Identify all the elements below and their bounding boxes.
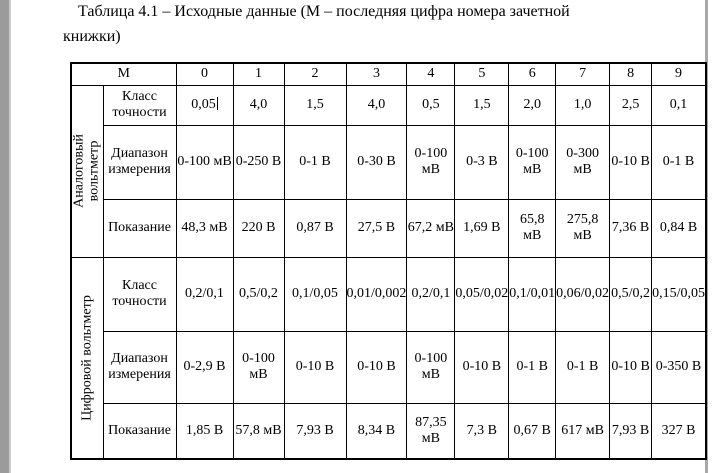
- section-cell-digital: Цифровой вольтметр: [70, 256, 104, 460]
- value-cell-s1-r0-m2: 0,1/0,05: [283, 256, 347, 332]
- table-caption-line1: Таблица 4.1 – Исходные данные (М – после…: [78, 3, 570, 20]
- value-cell-s0-r2-m8: 7,36 В: [609, 198, 653, 258]
- value-cell-s0-r1-m3: 0-30 В: [345, 124, 408, 200]
- value-cell-s0-r0-m7: 1,0: [555, 84, 611, 126]
- value-cell-s0-r2-m5: 1,69 В: [454, 198, 510, 258]
- row-label-reading-digital: Показание: [102, 402, 177, 460]
- value-cell-s1-r2-m0: 1,85 В: [175, 402, 234, 460]
- value-cell-s0-r1-m5: 0-3 В: [454, 124, 510, 200]
- row-label-measurement-range-digital: Диапазон измерения: [102, 330, 177, 404]
- value-cell-s0-r1-m0: 0-100 мВ: [175, 124, 234, 200]
- header-col-0: 0: [175, 62, 234, 86]
- value-cell-s0-r1-m4: 0-100 мВ: [406, 124, 456, 200]
- value-cell-s1-r2-m9: 327 В: [651, 402, 707, 460]
- value-cell-s0-r1-m9: 0-1 В: [651, 124, 707, 200]
- table-row: Показание 1,85 В 57,8 мВ 7,93 В 8,34 В 87,35…: [71, 402, 707, 460]
- value-cell-s1-r1-m6: 0-1 В: [508, 330, 557, 404]
- value-cell-s1-r1-m9: 0-350 В: [651, 330, 707, 404]
- header-col-1: 1: [232, 62, 285, 86]
- value-cell-s0-r0-m6: 2,0: [508, 84, 557, 126]
- value-cell-s1-r1-m4: 0-100 мВ: [406, 330, 456, 404]
- text-cursor: [216, 97, 218, 111]
- value-cell-s1-r2-m4: 87,35 мВ: [406, 402, 456, 460]
- value-cell-s1-r0-m6: 0,1/0,01: [508, 256, 557, 332]
- value-cell-s0-r1-m2: 0-1 В: [283, 124, 347, 200]
- header-col-3: 3: [345, 62, 408, 86]
- section-label-digital-voltmeter: Цифровой вольтметр: [79, 294, 95, 421]
- row-label-reading-analog: Показание: [102, 198, 177, 258]
- value-cell-s1-r2-m2: 7,93 В: [283, 402, 347, 460]
- value-cell-s0-r1-m6: 0-100 мВ: [508, 124, 557, 200]
- value-cell-s0-r0-m4: 0,5: [406, 84, 456, 126]
- value-cell-s1-r1-m2: 0-10 В: [283, 330, 347, 404]
- value-cell-s0-r2-m7: 275,8 мВ: [555, 198, 611, 258]
- table-caption-line2: книжки): [63, 28, 121, 45]
- table-row: Показание 48,3 мВ 220 В 0,87 В 27,5 В 67,2 м…: [71, 198, 707, 258]
- value-cell-s0-r0-m1: 4,0: [232, 84, 285, 126]
- value-cell-s1-r2-m3: 8,34 В: [345, 402, 408, 460]
- section-cell-analog: Аналоговый вольтметр: [70, 84, 104, 258]
- value-cell-s1-r0-m9: 0,15/0,05: [651, 256, 707, 332]
- value-cell-s0-r0-m5: 1,5: [454, 84, 510, 126]
- header-col-2: 2: [283, 62, 347, 86]
- value-cell-s1-r2-m8: 7,93 В: [609, 402, 653, 460]
- value-cell-s1-r2-m5: 7,3 В: [454, 402, 510, 460]
- page-left-edge-line: [9, 0, 11, 473]
- value-cell-s0-r2-m2: 0,87 В: [283, 198, 347, 258]
- value-cell-s0-r1-m7: 0-300 мВ: [555, 124, 611, 200]
- value-cell-s0-r2-m6: 65,8 мВ: [508, 198, 557, 258]
- table-row: Цифровой вольтметр Класс точности 0,2/0,…: [70, 256, 707, 460]
- value-cell-s0-r0-m0: 0,05: [175, 84, 234, 126]
- value-cell-s0-r2-m9: 0,84 В: [651, 198, 707, 258]
- header-col-8: 8: [609, 62, 653, 86]
- value-cell-s1-r1-m3: 0-10 В: [345, 330, 408, 404]
- value-cell-s1-r0-m0: 0,2/0,1: [175, 256, 234, 332]
- value-cell-s1-r0-m5: 0,05/0,02: [454, 256, 510, 332]
- window-left-edge: [0, 0, 9, 473]
- row-label-measurement-range-analog: Диапазон измерения: [102, 124, 177, 200]
- value-cell-s0-r2-m4: 67,2 мВ: [406, 198, 456, 258]
- header-col-7: 7: [555, 62, 611, 86]
- value-cell-s1-r2-m6: 0,67 В: [508, 402, 557, 460]
- value-cell-s1-r1-m1: 0-100 мВ: [232, 330, 285, 404]
- value-cell-s0-r0-m3: 4,0: [345, 84, 408, 126]
- value-cell-s1-r2-m7: 617 мВ: [555, 402, 611, 460]
- value-cell-s0-r0-m9: 0,1: [651, 84, 707, 126]
- value-cell-s1-r0-m3: 0,01/0,002: [345, 256, 408, 332]
- table-row: Аналоговый вольтметр Класс точности 0,05…: [70, 84, 707, 258]
- value-cell-s1-r1-m8: 0-10 В: [609, 330, 653, 404]
- value-cell-s0-r1-m8: 0-10 В: [609, 124, 653, 200]
- value-cell-s1-r0-m1: 0,5/0,2: [232, 256, 285, 332]
- value-cell-s0-r2-m1: 220 В: [232, 198, 285, 258]
- value-cell-s1-r0-m7: 0,06/0,02: [555, 256, 611, 332]
- row-label-accuracy-class-analog: Класс точности: [102, 84, 177, 126]
- value-cell-s0-r0-m2: 1,5: [283, 84, 347, 126]
- value-cell-s1-r1-m0: 0-2,9 В: [175, 330, 234, 404]
- section-label-analog-voltmeter: Аналоговый вольтметр: [71, 134, 103, 208]
- value-cell-s1-r0-m4: 0,2/0,1: [406, 256, 456, 332]
- value-cell-s0-r1-m1: 0-250 В: [232, 124, 285, 200]
- value-cell-s0-r2-m3: 27,5 В: [345, 198, 408, 258]
- header-col-4: 4: [406, 62, 456, 86]
- header-col-9: 9: [651, 62, 707, 86]
- row-label-accuracy-class-digital: Класс точности: [102, 256, 177, 332]
- value-cell-s1-r1-m7: 0-1 В: [555, 330, 611, 404]
- header-col-6: 6: [508, 62, 557, 86]
- value-cell-s1-r0-m8: 0,5/0,2: [609, 256, 653, 332]
- header-m-cell: М: [70, 62, 177, 86]
- table-row: Диапазон измерения 0-2,9 В 0-100 мВ 0-10 В…: [71, 330, 707, 404]
- header-col-5: 5: [454, 62, 510, 86]
- value-cell-s1-r1-m5: 0-10 В: [454, 330, 510, 404]
- value-cell-s0-r2-m0: 48,3 мВ: [175, 198, 234, 258]
- value-cell-s1-r2-m1: 57,8 мВ: [232, 402, 285, 460]
- value-cell-s0-r0-m8: 2,5: [609, 84, 653, 126]
